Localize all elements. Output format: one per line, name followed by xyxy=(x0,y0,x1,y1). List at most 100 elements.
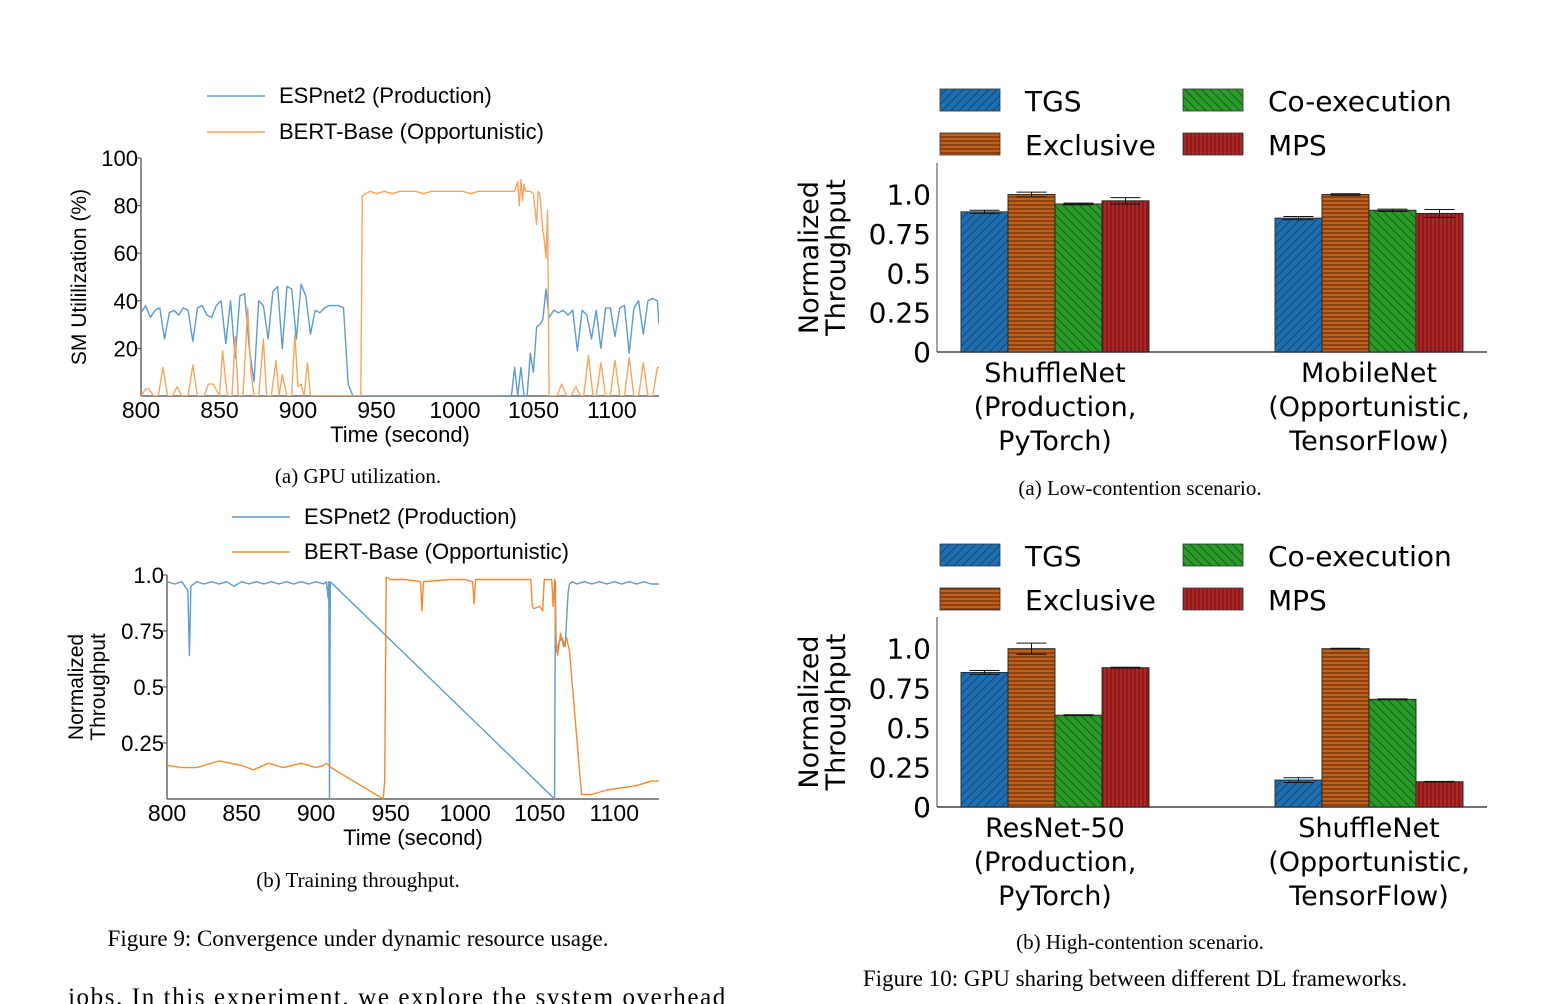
y-tick-label: 1.0 xyxy=(886,179,931,212)
y-tick-label: 100 xyxy=(101,146,138,171)
category-label: (Production, xyxy=(974,392,1137,423)
x-tick-label: 850 xyxy=(200,397,238,423)
legend-swatch-mps xyxy=(1182,132,1244,156)
y-tick-label: 0.75 xyxy=(869,218,931,251)
figure10b-subcaption: (b) High-contention scenario. xyxy=(1016,930,1264,954)
y-tick-label: 0.75 xyxy=(121,619,164,644)
y-tick-label: 40 xyxy=(114,289,138,314)
legend-label: ESPnet2 (Production) xyxy=(304,504,517,529)
bar-tgs xyxy=(960,671,1009,808)
bar-tgs xyxy=(960,211,1009,353)
legend-label: MPS xyxy=(1268,129,1327,162)
x-tick-label: 1050 xyxy=(508,397,559,423)
series-line-bert-base xyxy=(167,576,659,799)
y-axis-label: Throughput xyxy=(821,634,852,792)
legend-swatch-co-execution xyxy=(1182,543,1244,567)
legend-label: Exclusive xyxy=(1025,584,1156,617)
x-tick-label: 1050 xyxy=(514,800,565,826)
y-tick-label: 0 xyxy=(913,791,931,824)
x-axis-label: Time (second) xyxy=(330,422,470,447)
y-tick-label: 20 xyxy=(114,336,138,361)
legend-label: ESPnet2 (Production) xyxy=(279,83,492,108)
bar-mps xyxy=(1415,212,1464,353)
body-text-line: jobs. In this experiment, we explore the… xyxy=(68,984,727,1004)
category-label: (Opportunistic, xyxy=(1268,847,1470,878)
category-label: TensorFlow) xyxy=(1288,426,1448,457)
legend-swatch-exclusive xyxy=(939,132,1001,156)
y-tick-label: 0.25 xyxy=(869,297,931,330)
legend-swatch-tgs xyxy=(939,88,1001,112)
bar-mps xyxy=(1101,200,1150,353)
x-tick-label: 950 xyxy=(357,397,395,423)
series-group xyxy=(141,178,659,396)
series-line-bert-base xyxy=(141,178,659,396)
legend-label: Exclusive xyxy=(1025,129,1156,162)
category-label: PyTorch) xyxy=(998,881,1112,912)
legend-swatch-mps xyxy=(1182,587,1244,611)
series-group xyxy=(167,576,659,799)
y-tick-label: 0.5 xyxy=(886,257,931,290)
legend-label: TGS xyxy=(1024,85,1082,118)
x-tick-label: 900 xyxy=(297,800,335,826)
figure9b-subcaption: (b) Training throughput. xyxy=(256,868,460,892)
figure9a-subcaption: (a) GPU utilization. xyxy=(274,464,442,488)
category-label: MobileNet xyxy=(1301,358,1437,389)
legend-swatch-tgs xyxy=(939,543,1001,567)
figure10a-subcaption: (a) Low-contention scenario. xyxy=(1018,476,1262,500)
bar-exclusive xyxy=(1321,194,1370,353)
category-label: TensorFlow) xyxy=(1288,881,1448,912)
y-tick-label: 0 xyxy=(913,336,931,369)
bar-exclusive xyxy=(1007,648,1056,808)
x-axis-label: Time (second) xyxy=(343,825,483,850)
bar-tgs xyxy=(1274,779,1323,808)
y-tick-label: 0.75 xyxy=(869,672,931,705)
category-label: (Opportunistic, xyxy=(1268,392,1470,423)
x-tick-label: 850 xyxy=(222,800,260,826)
x-tick-label: 1100 xyxy=(587,397,636,423)
category-label: PyTorch) xyxy=(998,426,1112,457)
legend-swatch-exclusive xyxy=(939,587,1001,611)
y-axis-label: Normalized xyxy=(794,635,825,788)
bar-co-execution xyxy=(1054,714,1103,808)
legend-label: BERT-Base (Opportunistic) xyxy=(304,539,569,564)
legend-label: TGS xyxy=(1024,540,1082,573)
y-tick-label: 0.5 xyxy=(133,675,164,700)
legend-swatch-co-execution xyxy=(1182,88,1244,112)
y-tick-label: 0.25 xyxy=(869,751,931,784)
y-tick-label: 1.0 xyxy=(133,563,164,588)
series-line-espnet2 xyxy=(167,581,659,799)
series-line-espnet2 xyxy=(141,283,659,396)
bar-co-execution xyxy=(1368,698,1417,808)
bar-mps xyxy=(1415,781,1464,808)
y-tick-label: 80 xyxy=(114,194,138,219)
y-tick-label: 1.0 xyxy=(886,633,931,666)
y-axis-label: Throughput xyxy=(87,633,110,741)
category-label: ShuffleNet xyxy=(1298,813,1439,844)
x-tick-label: 800 xyxy=(122,397,160,423)
bar-tgs xyxy=(1274,217,1323,353)
x-tick-label: 900 xyxy=(279,397,317,423)
figure9-caption: Figure 9: Convergence under dynamic reso… xyxy=(107,926,609,951)
y-axis-label: Throughput xyxy=(821,179,852,337)
x-tick-label: 1100 xyxy=(590,800,639,826)
bar-co-execution xyxy=(1054,203,1103,353)
category-label: ResNet-50 xyxy=(985,813,1125,844)
legend-label: Co-execution xyxy=(1268,85,1452,118)
y-axis-label: Normalized xyxy=(65,634,88,740)
x-tick-label: 1000 xyxy=(440,800,491,826)
category-label: (Production, xyxy=(974,847,1137,878)
x-tick-label: 800 xyxy=(148,800,186,826)
category-label: ShuffleNet xyxy=(984,358,1125,389)
legend-label: MPS xyxy=(1268,584,1327,617)
y-tick-label: 60 xyxy=(114,241,138,266)
y-tick-label: 0.5 xyxy=(886,712,931,745)
x-tick-label: 950 xyxy=(371,800,409,826)
legend-label: Co-execution xyxy=(1268,540,1452,573)
x-tick-label: 1000 xyxy=(429,397,480,423)
bar-exclusive xyxy=(1321,648,1370,808)
y-axis-label: Normalized xyxy=(794,181,825,334)
figure10-caption: Figure 10: GPU sharing between different… xyxy=(862,966,1408,991)
